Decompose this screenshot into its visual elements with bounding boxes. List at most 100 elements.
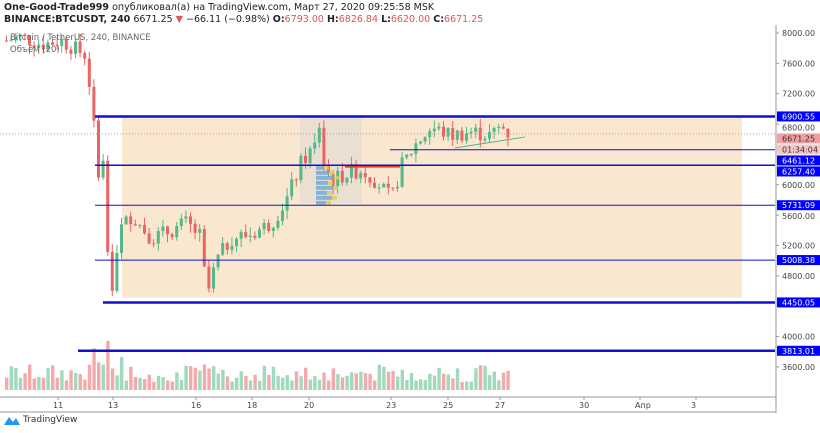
candle-body [143,224,146,234]
candle-body [409,153,413,155]
volume-bar [78,374,82,390]
volume-bar [156,375,161,390]
candle-body [156,231,160,244]
price-tick-label: 6800.00 [782,123,815,132]
volume-profile-bar [316,170,329,175]
close: 6671.25 [444,14,484,25]
candle-body [313,142,317,149]
candle-body [170,234,174,238]
volume-bar [120,357,124,390]
price-tick-label: 4800.00 [782,272,815,281]
c-label: C: [433,14,445,25]
high: 6826.84 [338,14,379,25]
price-tick-label: 5600.00 [782,212,815,221]
candle-body [179,218,183,227]
volume-bar [299,376,303,390]
volume-bar [110,368,115,390]
level-label: 3813.01 [782,347,815,356]
volume-bar [474,368,478,390]
time-tick-label: 13 [108,401,118,410]
volume-bar [336,374,340,390]
candle-body [212,267,215,289]
candle-body [235,238,238,246]
volume-bar [253,374,257,390]
candle-body [64,38,68,50]
volume-bar [483,365,487,390]
candle-body [28,35,31,46]
time-tick-label: Апр [635,401,651,410]
candle-body [474,127,478,132]
candle-body [359,173,363,179]
volume-bar [221,369,225,390]
volume-bar [87,364,92,390]
volume-bar [207,368,211,390]
volume-profile-bar [316,175,334,180]
volume-bar [382,366,386,390]
series-legend: Bitcoin / TetherUS, 240, BINANCE [10,33,151,43]
symbol: BINANCE:BTCUSDT, 240 [4,14,131,25]
candle-body [483,138,487,141]
level-label: 5731.09 [782,201,815,210]
volume-bar [317,379,322,390]
volume-bar [442,373,446,390]
candle-body [198,229,202,233]
level-label-bg [777,155,820,166]
candle-body [373,182,376,188]
volume-profile-bar [316,180,328,185]
candle-body [138,224,142,226]
open: 6793.00 [284,14,324,25]
volume-bar [322,372,326,390]
candle-body [285,196,289,211]
price-tick-label: 5200.00 [782,242,815,251]
level-label-bg [777,297,820,308]
candle-body [442,126,445,137]
volume-bar [225,376,230,390]
volume-bar [124,380,128,390]
time-tick-label: 3 [691,401,696,410]
volume-bar [14,367,18,390]
candle-body [488,131,491,139]
volume-bar [147,374,151,390]
candle-body [60,38,64,46]
volume-bar [488,375,492,390]
level-label: 6257.40 [782,167,815,176]
volume-bar [198,370,202,390]
volume-profile-bar [328,180,333,185]
candle-body [419,141,422,144]
price-chart[interactable]: 8000.00 7600.00 7200.00 6900.55 6800.00 6671.… [0,25,820,413]
volume-bar [170,381,174,390]
volume-bar [37,376,41,390]
volume-profile-bar [316,165,324,170]
volume-profile-bar [329,170,334,175]
volume-bar [469,381,473,390]
candle-body [253,235,257,238]
level-label: 6461.12 [782,156,815,165]
published-text: опубликовал(а) на TradingView.com, Март … [112,2,435,13]
last-price-label-bg [777,133,820,144]
candle-body [92,86,96,121]
low: 6620.00 [390,14,431,25]
volume-bar [501,372,506,390]
tradingview-logo[interactable]: TradingView [4,415,77,425]
candle-body [271,227,275,231]
candle-body [115,253,119,291]
l-label: L: [381,14,391,25]
candle-body [258,229,261,238]
candle-body [175,226,179,238]
volume-bar [212,366,216,390]
down-arrow-icon: ▼ [175,14,183,25]
candle-body [506,128,510,138]
candle-body [51,42,54,45]
candle-body [304,155,307,164]
volume-profile-bar [334,175,339,180]
level-label: 6900.55 [782,112,815,121]
volume-bar [377,364,381,390]
candle-body [9,40,13,42]
volume-bar [138,377,142,390]
candle-body [451,128,455,140]
publication-info: One-Good-Trade999 опубликовал(а) на Trad… [4,2,434,13]
volume-bar [152,381,156,390]
author-link[interactable]: One-Good-Trade999 [4,2,110,13]
candle-body [276,220,280,228]
volume-bar [189,366,193,390]
